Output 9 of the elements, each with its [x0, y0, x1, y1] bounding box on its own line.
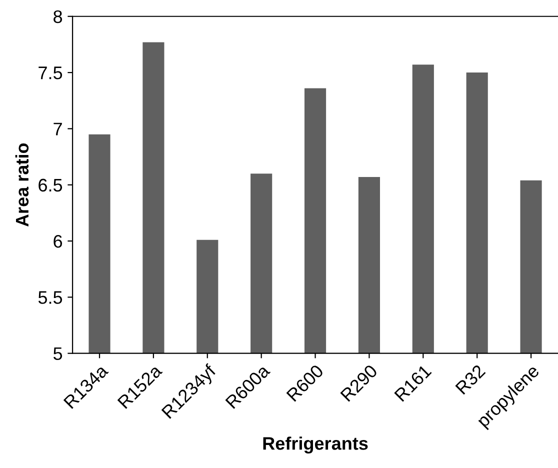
y-tick-label: 6.5: [38, 178, 62, 192]
y-tick-label: 8: [54, 10, 62, 24]
y-tick-label: 5.5: [38, 291, 62, 304]
x-axis-title: Refrigerants: [263, 436, 368, 454]
y-tick-label: 5: [54, 347, 62, 360]
y-tick-label: 7.5: [38, 66, 62, 80]
y-tick-label: 6: [54, 234, 62, 248]
y-tick-label: 7: [54, 122, 62, 136]
y-axis-title: Area ratio: [15, 143, 29, 227]
